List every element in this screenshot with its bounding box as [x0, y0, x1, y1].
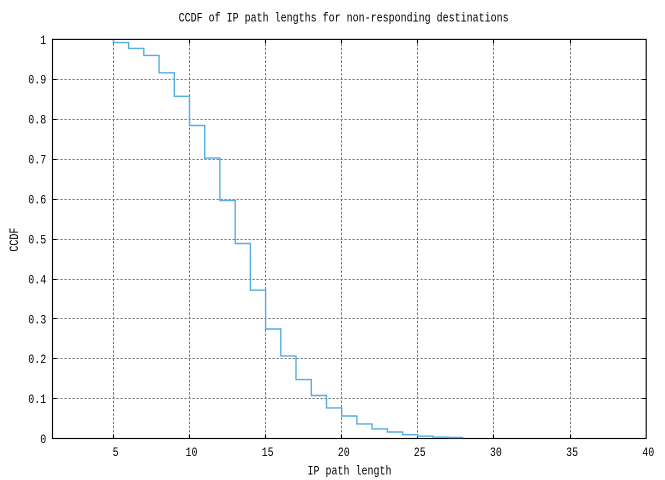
svg-text:IP path length: IP path length — [308, 463, 392, 478]
svg-text:0.8: 0.8 — [28, 113, 46, 128]
svg-text:CCDF: CCDF — [7, 228, 22, 252]
svg-text:30: 30 — [490, 445, 502, 460]
svg-text:0.5: 0.5 — [28, 232, 46, 247]
svg-text:0.3: 0.3 — [28, 312, 46, 327]
svg-text:0.4: 0.4 — [28, 272, 46, 287]
svg-text:0.7: 0.7 — [28, 153, 46, 168]
svg-text:5: 5 — [113, 445, 119, 460]
svg-text:0.2: 0.2 — [28, 352, 46, 367]
svg-text:0.1: 0.1 — [28, 392, 46, 407]
svg-text:1: 1 — [40, 33, 46, 48]
svg-text:15: 15 — [262, 445, 274, 460]
svg-text:0: 0 — [40, 432, 46, 447]
svg-text:40: 40 — [642, 445, 654, 460]
svg-text:CCDF of IP path lengths for no: CCDF of IP path lengths for non-respondi… — [179, 11, 509, 26]
svg-text:25: 25 — [414, 445, 426, 460]
svg-text:10: 10 — [186, 445, 198, 460]
svg-text:20: 20 — [338, 445, 350, 460]
svg-text:0.6: 0.6 — [28, 193, 46, 208]
svg-text:0.9: 0.9 — [28, 73, 46, 88]
svg-text:35: 35 — [566, 445, 578, 460]
